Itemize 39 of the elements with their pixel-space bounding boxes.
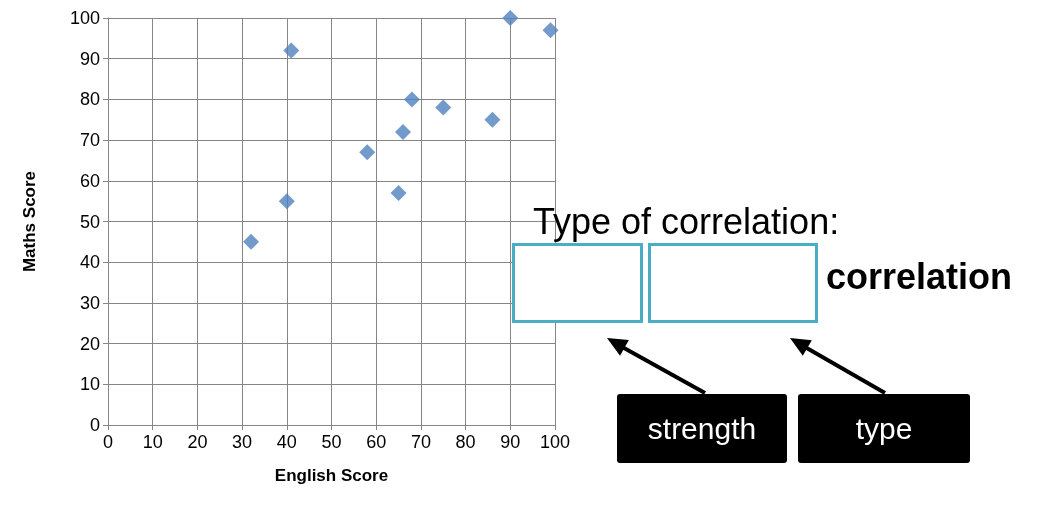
point xyxy=(395,123,412,140)
y-tick-label: 100 xyxy=(69,8,100,28)
x-tick-label: 40 xyxy=(276,432,297,452)
y-tick-label: 40 xyxy=(79,252,100,273)
point xyxy=(435,99,452,116)
x-tick-label: 70 xyxy=(410,432,431,452)
y-tick-label: 60 xyxy=(79,170,100,191)
y-tick-label: 20 xyxy=(79,333,100,354)
x-tick-label: 10 xyxy=(142,432,163,452)
y-tick-label: 50 xyxy=(79,211,100,232)
text: strength xyxy=(617,394,787,463)
y-tick-label: 30 xyxy=(79,292,100,313)
x-axis-title: English Score xyxy=(274,466,389,485)
x-tick-label: 90 xyxy=(500,432,521,452)
y-tick-label: 0 xyxy=(89,415,100,435)
x-tick-label: 80 xyxy=(455,432,476,452)
point xyxy=(278,193,295,210)
point xyxy=(359,144,376,161)
text: correlation xyxy=(826,256,1013,297)
point xyxy=(390,185,407,202)
x-tick-label: 100 xyxy=(539,432,571,452)
y-tick-label: 90 xyxy=(79,48,100,69)
y-tick-label: 10 xyxy=(79,374,100,395)
x-tick-label: 60 xyxy=(366,432,387,452)
point xyxy=(542,22,559,39)
x-tick-label: 20 xyxy=(187,432,208,452)
point xyxy=(484,111,501,128)
y-axis-title: Maths Score xyxy=(20,170,39,273)
text: type xyxy=(798,394,970,463)
point xyxy=(403,91,420,108)
y-tick-label: 80 xyxy=(79,89,100,110)
x-tick-label: 50 xyxy=(321,432,342,452)
point xyxy=(502,10,519,26)
point xyxy=(283,42,300,59)
y-tick-label: 70 xyxy=(79,130,100,151)
annotation: Type of correlation: xyxy=(533,201,840,242)
x-tick-label: 30 xyxy=(232,432,253,452)
point xyxy=(243,233,260,250)
x-tick-label: 0 xyxy=(102,432,114,452)
